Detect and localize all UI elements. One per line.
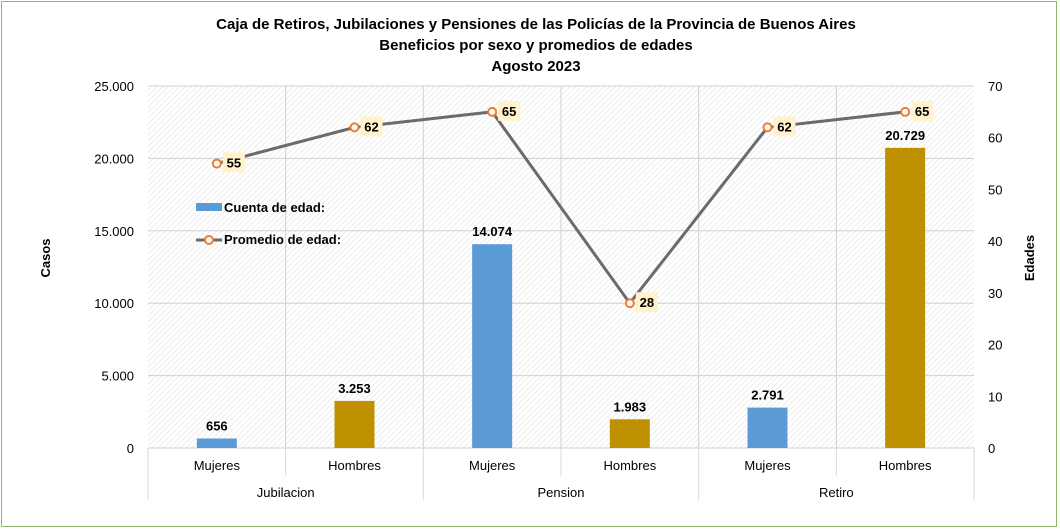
x-axis-category-label: Hombres (328, 458, 381, 473)
left-axis-tick-label: 10.000 (94, 296, 134, 311)
average-point (762, 122, 773, 133)
bar-series: 656 3.253 14.074 1.983 2.791 20.729 (196, 128, 926, 448)
average-line-series: 55 62 65 28 62 65 (211, 100, 934, 313)
average-point (349, 122, 360, 133)
bar-hombres-3 (609, 419, 650, 448)
average-label-box (498, 100, 521, 121)
x-axis-group-label: Jubilacion (257, 485, 315, 500)
left-axis-tick-label: 0 (127, 441, 134, 456)
right-axis-tick-label: 40 (988, 234, 1002, 249)
right-axis-tick-label: 70 (988, 79, 1002, 94)
left-axis-ticks: 0 5.000 10.000 15.000 20.000 25.000 (94, 79, 134, 456)
legend-marker-swatch (204, 235, 214, 245)
right-axis-title: Edades (1022, 235, 1037, 281)
average-point (211, 158, 222, 169)
bar-data-label: 14.074 (472, 224, 513, 239)
bar-hombres-1 (334, 400, 375, 448)
bar-mujeres-0 (196, 438, 237, 448)
average-label-box (222, 152, 245, 173)
bar-mujeres-2 (472, 244, 513, 448)
right-axis-tick-label: 10 (988, 389, 1002, 404)
right-axis-ticks: 0 10 20 30 40 50 60 70 (988, 79, 1002, 456)
bar-data-label: 656 (206, 419, 228, 434)
bar-mujeres-4 (747, 407, 788, 448)
chart-subtitle: Beneficios por sexo y promedios de edade… (379, 37, 692, 54)
legend: Cuenta de edad: Promedio de edad: (196, 200, 341, 247)
right-axis-tick-label: 20 (988, 338, 1002, 353)
bar-hombres-5 (885, 147, 926, 448)
average-label-box (360, 116, 383, 137)
right-axis-tick-label: 30 (988, 286, 1002, 301)
average-point (900, 106, 911, 117)
x-axis-group-label: Pension (538, 485, 585, 500)
bar-data-label: 2.791 (751, 388, 784, 403)
left-axis-title: Casos (38, 238, 53, 277)
left-axis-tick-label: 25.000 (94, 79, 134, 94)
average-data-label: 65 (915, 104, 929, 119)
average-data-label: 55 (227, 156, 241, 171)
right-axis-tick-label: 60 (988, 131, 1002, 146)
right-axis-tick-label: 0 (988, 441, 995, 456)
left-axis-tick-label: 20.000 (94, 151, 134, 166)
x-axis-category-label: Mujeres (744, 458, 791, 473)
chart-title: Caja de Retiros, Jubilaciones y Pensione… (216, 16, 856, 33)
bar-data-label: 1.983 (614, 399, 647, 414)
x-axis-category-label: Hombres (603, 458, 656, 473)
average-data-label: 62 (777, 119, 791, 134)
average-label-box (773, 116, 796, 137)
average-point (624, 298, 635, 309)
x-axis-group-label: Retiro (819, 485, 854, 500)
average-data-label: 65 (502, 104, 516, 119)
right-axis-tick-label: 50 (988, 182, 1002, 197)
left-axis-tick-label: 5.000 (101, 369, 134, 384)
left-axis-tick-label: 15.000 (94, 224, 134, 239)
bar-data-label: 20.729 (885, 128, 925, 143)
x-axis-category-label: Mujeres (469, 458, 516, 473)
legend-label-count: Cuenta de edad: (224, 200, 325, 215)
chart-subtitle-date: Agosto 2023 (491, 58, 580, 75)
x-axis-category-label: Hombres (879, 458, 932, 473)
bar-data-label: 3.253 (338, 381, 371, 396)
average-label-box (911, 100, 934, 121)
legend-bar-swatch (196, 203, 222, 211)
average-label-box (635, 292, 658, 313)
average-point (487, 106, 498, 117)
average-data-label: 62 (364, 119, 378, 134)
legend-label-average: Promedio de edad: (224, 232, 341, 247)
x-axis-category-label: Mujeres (194, 458, 241, 473)
x-axis: Mujeres Hombres Mujeres Hombres Mujeres Hombr… (147, 448, 975, 500)
average-data-label: 28 (640, 295, 654, 310)
